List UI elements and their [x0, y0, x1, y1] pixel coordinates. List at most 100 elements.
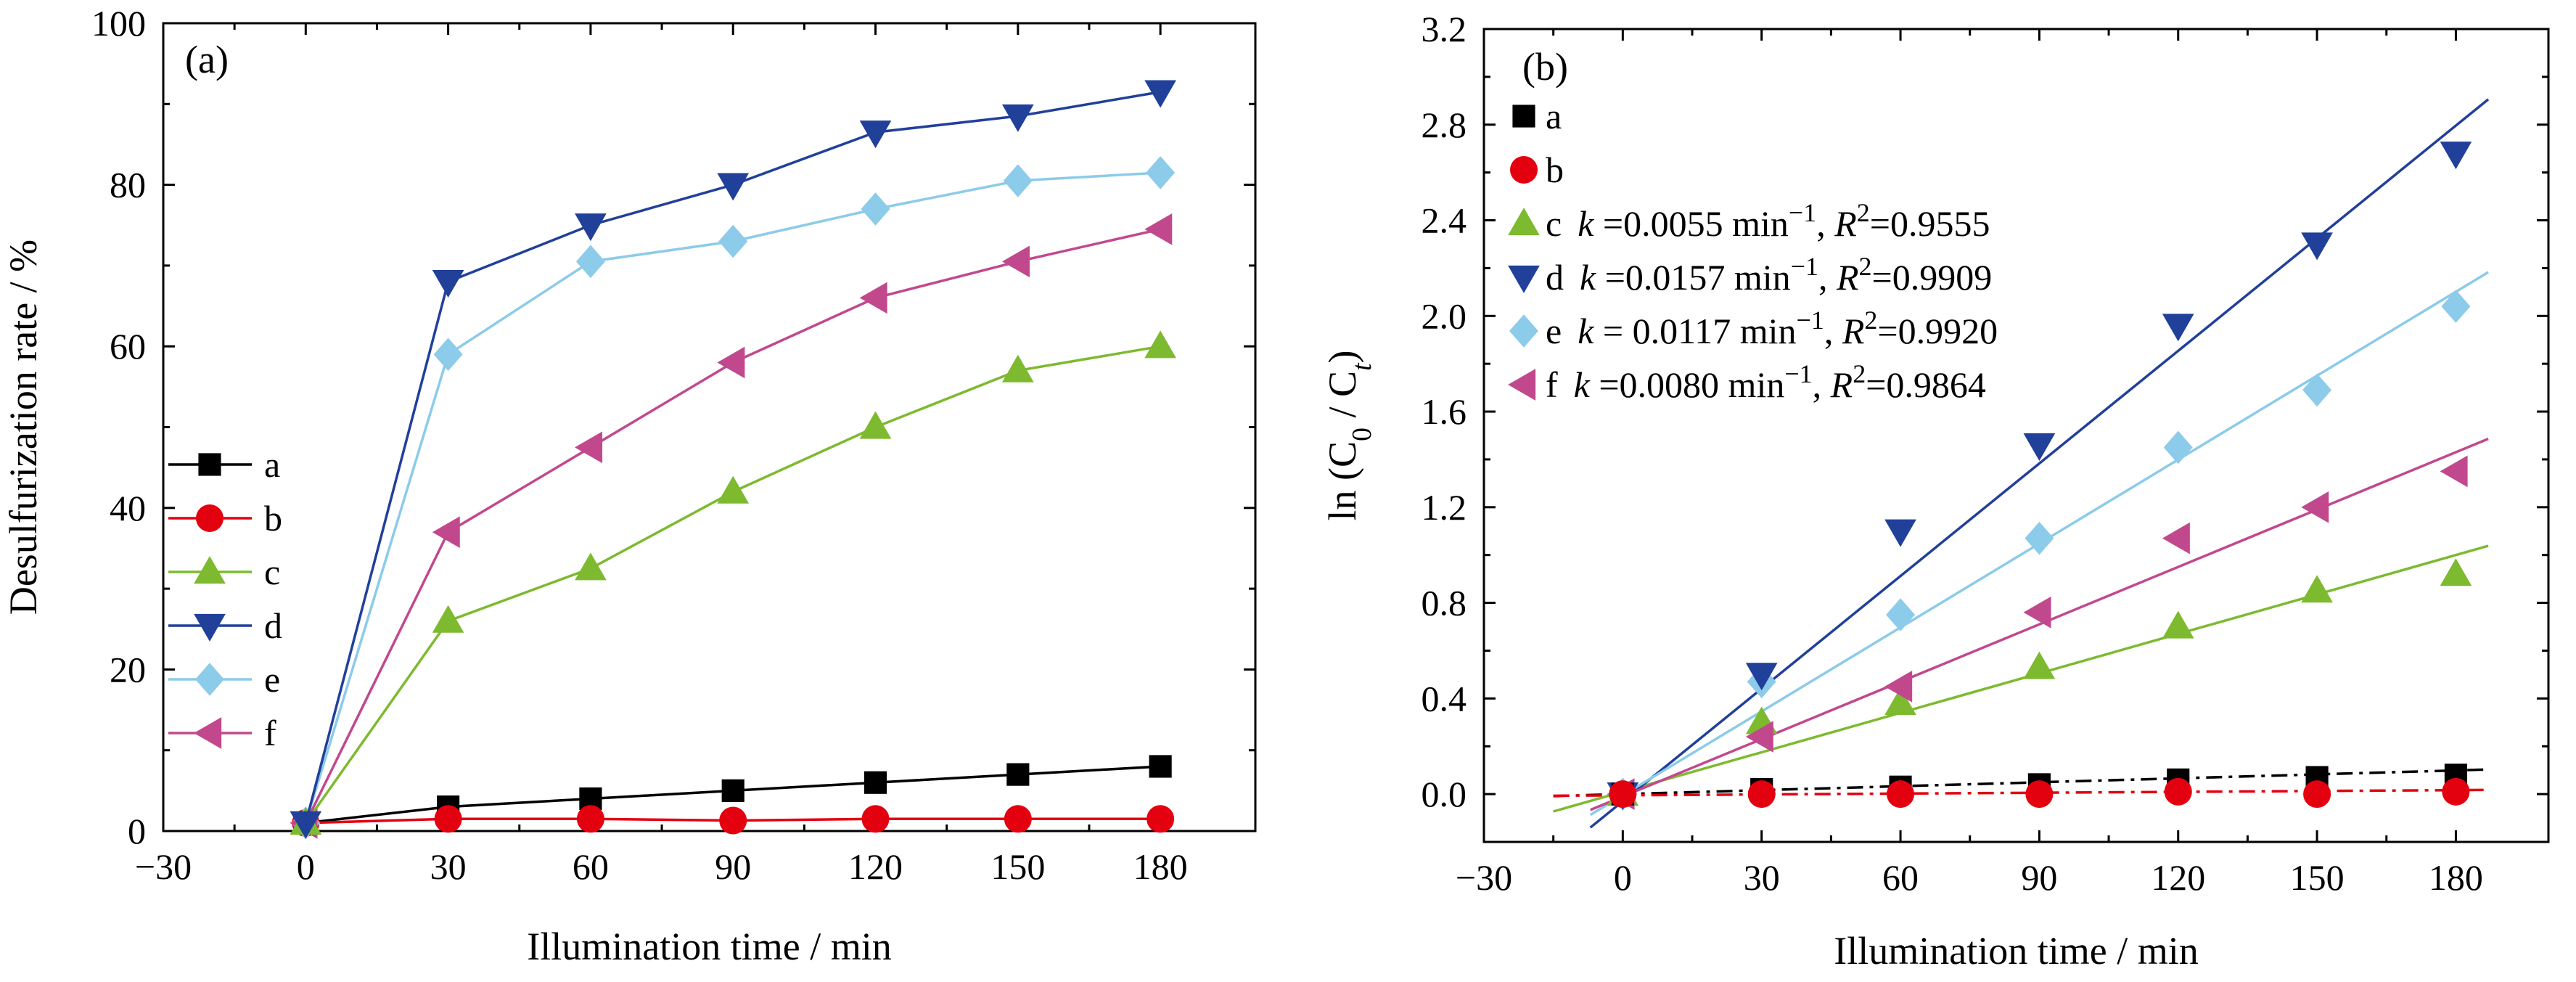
b-legend-c-r: R: [1834, 203, 1857, 244]
a-series-c-point: [575, 552, 607, 581]
a-series-a-point: [721, 779, 745, 802]
a-series-e-point: [433, 337, 463, 372]
b-series-f-point: [1745, 721, 1773, 753]
b-series-d-point: [1745, 663, 1778, 691]
a-series-c-point: [859, 411, 892, 439]
b-legend-d-k-value: =0.0157 min: [1596, 257, 1790, 298]
a-series-b-point: [434, 805, 462, 833]
b-series-e-point: [2441, 290, 2471, 323]
b-y-tick-label: 2.8: [1422, 105, 1467, 145]
b-series-f-point: [2440, 455, 2468, 488]
b-plot-frame: [1482, 28, 2550, 843]
a-x-tick-label: 30: [430, 846, 467, 887]
b-series-b-point: [2303, 780, 2331, 809]
a-legend-e-label: e: [264, 659, 280, 700]
b-legend-a-label: a: [1546, 96, 1562, 136]
b-series-b-point: [2164, 777, 2192, 806]
a-series-a-point: [1149, 755, 1172, 778]
a-series-f-line: [304, 228, 1161, 824]
b-legend-d-r: R: [1836, 257, 1859, 298]
b-x-tick-label: 0: [1614, 857, 1632, 898]
b-legend-f-r2-value: =0.9864: [1866, 364, 1986, 405]
b-legend-d-marker: [1508, 265, 1540, 293]
a-series-c-line: [304, 345, 1161, 824]
b-series-c-point: [1884, 687, 1916, 716]
b-x-tick-label: 120: [2151, 857, 2205, 898]
a-series-b-point: [719, 806, 747, 835]
b-legend-d-r-sup: 2: [1859, 252, 1872, 281]
a-legend-f-marker: [194, 717, 222, 749]
b-series-b-fit-line: [1553, 788, 2489, 798]
b-legend-f-marker: [1508, 369, 1536, 401]
a-legend-d-label: d: [264, 605, 282, 646]
a-y-tick-label: 80: [110, 165, 146, 205]
b-series-d-point: [2162, 314, 2194, 342]
b-legend-e-r-sup: 2: [1864, 306, 1877, 335]
b-y-tick-label: 1.2: [1422, 487, 1467, 528]
a-legend-c-label: c: [264, 552, 280, 592]
b-legend-c-r-sup: 2: [1857, 198, 1870, 227]
a-series-b-point: [1004, 805, 1032, 833]
b-legend-e-r2-value: =0.9920: [1877, 311, 1998, 351]
b-legend-d-k: k: [1580, 257, 1596, 298]
b-series-b-point: [1887, 780, 1915, 809]
a-series-a-point: [864, 771, 887, 794]
b-legend-d-name: d: [1546, 257, 1564, 298]
b-y-tick-label: 1.6: [1422, 391, 1467, 432]
b-y-tick-label: 0.0: [1422, 774, 1467, 814]
a-series-d-point: [432, 270, 464, 298]
b-legend-f-r-sup: 2: [1853, 359, 1866, 388]
b-series-c-fit-line: [1553, 544, 2489, 813]
b-legend-e-r: R: [1842, 311, 1865, 351]
b-series-e-point: [2025, 521, 2054, 555]
b-legend-c-sep: ,: [1816, 203, 1834, 244]
a-legend-c-marker: [194, 556, 226, 584]
a-legend-d-marker: [194, 613, 226, 642]
b-series-f-point: [2023, 596, 2051, 629]
b-legend-c-marker: [1508, 208, 1540, 236]
b-legend-c-r2-value: =0.9555: [1870, 203, 1990, 244]
b-y-tick-label: 0.8: [1422, 583, 1467, 623]
b-series-e-point: [2302, 373, 2332, 407]
a-series-f-point: [575, 431, 603, 464]
a-y-tick-label: 40: [110, 488, 146, 528]
a-series-c-point: [432, 605, 464, 633]
a-legend-a-marker: [198, 453, 221, 476]
b-series-a-fit-line: [1553, 768, 2489, 798]
a-x-axis-title: Illumination time / min: [527, 925, 891, 968]
a-series-b-point: [576, 805, 604, 833]
b-x-tick-label: −30: [1456, 857, 1512, 898]
b-series-c-point: [2301, 575, 2333, 603]
b-series-b-point: [2025, 780, 2054, 809]
b-series-b-point: [1609, 780, 1637, 809]
b-series-f-fit-line: [1590, 437, 2489, 811]
b-series-e-point: [1886, 598, 1915, 631]
a-x-tick-label: 150: [990, 846, 1045, 887]
a-panel-label: (a): [185, 38, 229, 81]
a-series-a-point: [1006, 763, 1030, 786]
a-y-tick-label: 20: [110, 649, 146, 690]
b-x-tick-label: 180: [2429, 857, 2483, 898]
b-legend-c-unit-sup: −1: [1789, 198, 1816, 227]
a-series-d-point: [717, 173, 750, 201]
a-x-tick-label: 0: [297, 846, 315, 887]
b-legend-f-k: k: [1574, 364, 1591, 405]
a-series-d-point: [1144, 80, 1176, 108]
a-y-tick-label: 0: [128, 811, 146, 851]
b-legend-e-name: e: [1546, 311, 1562, 351]
b-legend-e-k: k: [1578, 311, 1594, 351]
a-plot-frame: [162, 22, 1257, 832]
b-panel-label: (b): [1522, 45, 1568, 89]
a-x-tick-label: 180: [1133, 846, 1188, 887]
a-legend-b-label: b: [264, 498, 282, 539]
b-series-c-point: [2023, 651, 2056, 679]
b-series-e-point: [2163, 430, 2193, 465]
b-series-c-point: [2162, 610, 2194, 639]
a-series-d-point: [1001, 104, 1034, 132]
a-series-c-point: [717, 475, 750, 504]
b-legend-c-k-value: =0.0055 min: [1593, 203, 1788, 244]
a-series-e-point: [718, 224, 748, 258]
b-y-axis-title-part: 0: [1347, 427, 1377, 441]
